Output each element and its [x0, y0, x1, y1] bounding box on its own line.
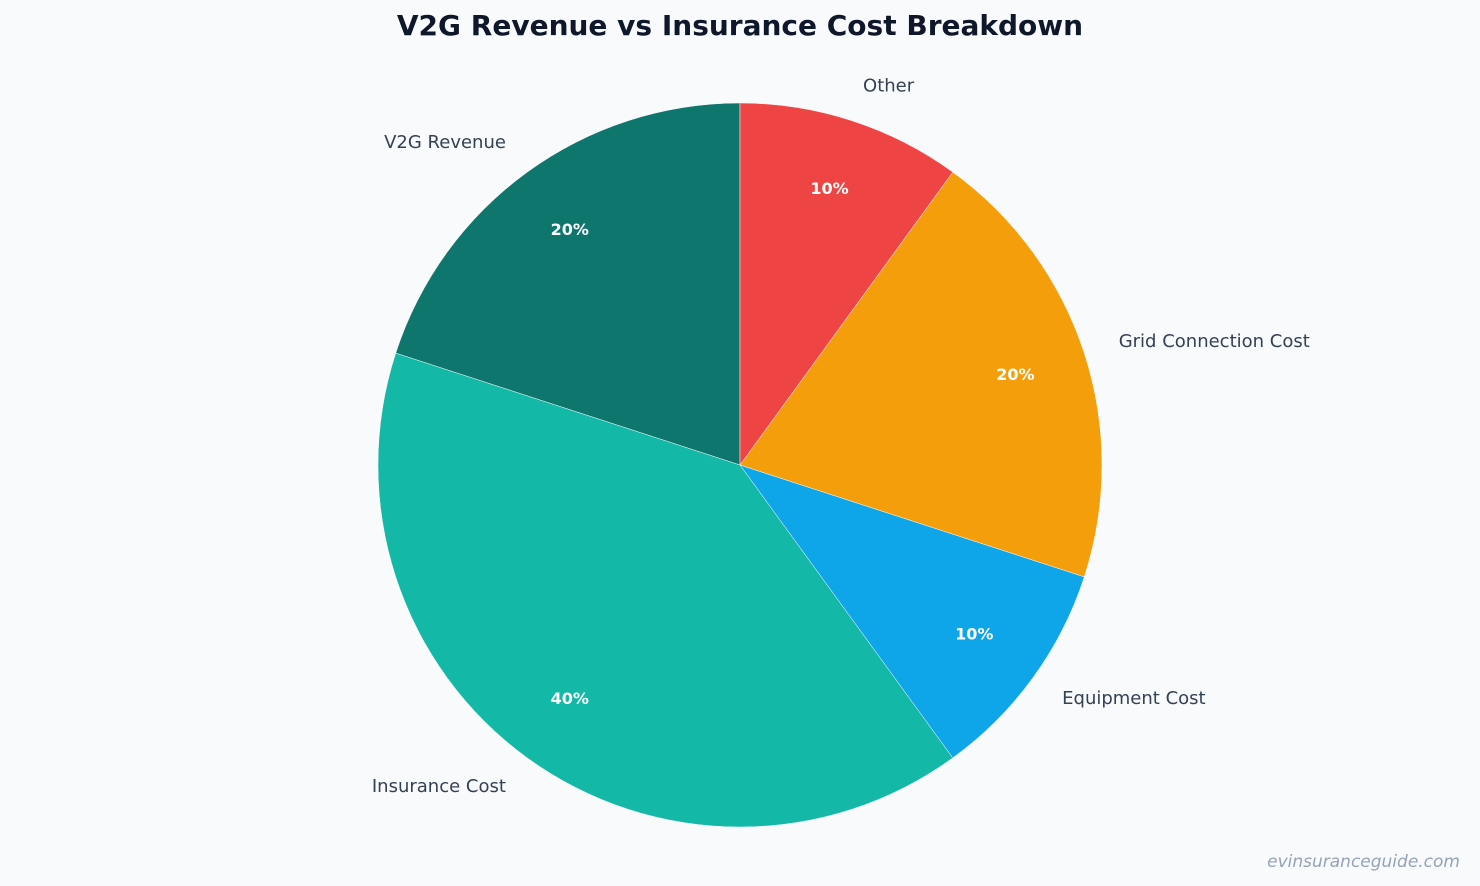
- category-label: Insurance Cost: [372, 776, 506, 797]
- pie-slice: [739, 102, 954, 466]
- category-label: Equipment Cost: [1062, 688, 1205, 709]
- value-label: 40%: [551, 689, 589, 708]
- category-label: Grid Connection Cost: [1119, 331, 1310, 352]
- category-label: Other: [863, 75, 915, 96]
- watermark: evinsuranceguide.com: [1267, 852, 1460, 872]
- category-label: V2G Revenue: [384, 132, 506, 153]
- pie-slice: [739, 464, 1085, 759]
- value-label: 20%: [996, 365, 1034, 384]
- pie-slice: [739, 171, 1103, 578]
- pie-slice: [377, 352, 954, 828]
- value-label: 10%: [810, 179, 848, 198]
- chart-title: V2G Revenue vs Insurance Cost Breakdown: [397, 9, 1083, 42]
- value-label: 20%: [551, 220, 589, 239]
- pie-slice: [395, 102, 741, 466]
- value-label: 10%: [955, 625, 993, 644]
